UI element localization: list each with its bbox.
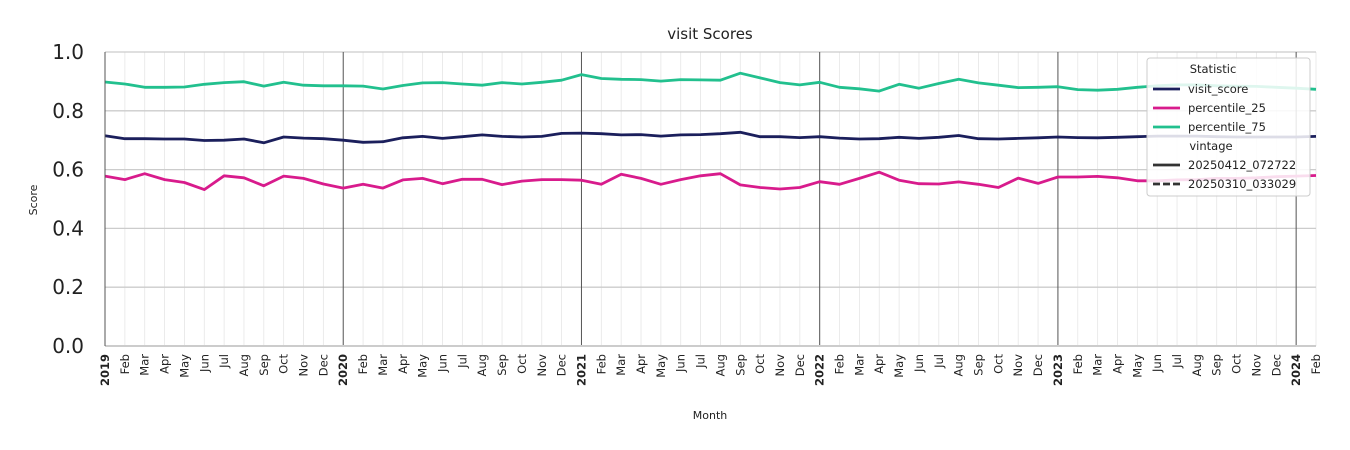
y-tick-label: 0.2 bbox=[52, 275, 84, 299]
legend-label: visit_score bbox=[1188, 82, 1248, 96]
legend-title-vintage: vintage bbox=[1189, 139, 1232, 153]
x-tick-label-month: Mar bbox=[376, 354, 390, 376]
legend-title-statistic: Statistic bbox=[1190, 62, 1237, 76]
x-tick-label-month: Feb bbox=[833, 354, 847, 374]
legend-label: percentile_75 bbox=[1188, 120, 1266, 134]
x-tick-label-year: 2021 bbox=[574, 354, 588, 386]
x-tick-label-month: May bbox=[177, 354, 191, 378]
x-tick-label-month: Oct bbox=[1230, 354, 1244, 374]
x-tick-labels: 2019 Feb Mar Apr May Jun Jul Aug Sep Oct Nov Dec 202… bbox=[98, 354, 1323, 386]
x-tick-label-month: Aug bbox=[952, 354, 966, 376]
legend-label: percentile_25 bbox=[1188, 101, 1266, 115]
y-tick-label: 0.6 bbox=[52, 158, 84, 182]
x-tick-label-month: Feb bbox=[1309, 354, 1323, 374]
x-tick-label-month: Aug bbox=[1190, 354, 1204, 376]
x-tick-label-month: Apr bbox=[158, 354, 172, 374]
x-tick-label-month: Dec bbox=[1269, 354, 1283, 376]
legend: Statistic visit_score percentile_25percen… bbox=[1146, 57, 1311, 197]
x-tick-label-month: Oct bbox=[277, 354, 291, 374]
series-line-visit_score bbox=[104, 130, 1317, 145]
y-axis-label: Score bbox=[27, 184, 40, 215]
legend-label: 20250310_033029 bbox=[1188, 177, 1296, 191]
x-tick-label-month: Nov bbox=[297, 354, 311, 377]
x-tick-label-year: 2023 bbox=[1051, 354, 1065, 386]
x-tick-label-year: 2022 bbox=[813, 354, 827, 386]
x-tick-label-month: Dec bbox=[316, 354, 330, 376]
x-tick-label-month: Dec bbox=[793, 354, 807, 376]
legend-box bbox=[1146, 57, 1311, 197]
y-tick-label: 0.8 bbox=[52, 99, 84, 123]
legend-vintage-entries: 20250412_072722 20250310_033029 bbox=[1153, 158, 1296, 191]
x-tick-label-month: Jun bbox=[1150, 354, 1164, 373]
x-tick-label-month: Sep bbox=[257, 354, 271, 376]
series-lines bbox=[104, 71, 1317, 192]
series-line-percentile_25 bbox=[104, 170, 1317, 192]
x-tick-label-month: Nov bbox=[1011, 354, 1025, 377]
x-tick-label-month: Feb bbox=[356, 354, 370, 374]
x-tick-label-month: Apr bbox=[1110, 354, 1124, 374]
x-tick-label-year: 2019 bbox=[98, 354, 112, 386]
x-tick-label-month: Mar bbox=[614, 354, 628, 376]
y-tick-label: 1.0 bbox=[52, 40, 84, 64]
x-tick-label-month: Jun bbox=[435, 354, 449, 373]
x-tick-label-month: Mar bbox=[1091, 354, 1105, 376]
x-tick-label-month: Nov bbox=[1249, 354, 1263, 377]
x-tick-label-month: Apr bbox=[634, 354, 648, 374]
x-axis-label: Month bbox=[693, 409, 728, 422]
y-tick-label: 0.4 bbox=[52, 216, 84, 240]
x-tick-label-month: Sep bbox=[733, 354, 747, 376]
x-tick-label-month: May bbox=[416, 354, 430, 378]
x-tick-label-month: Jun bbox=[912, 354, 926, 373]
x-tick-label-month: Sep bbox=[1210, 354, 1224, 376]
x-tick-label-month: Dec bbox=[555, 354, 569, 376]
x-tick-label-month: Aug bbox=[237, 354, 251, 376]
x-tick-label-year: 2020 bbox=[336, 354, 350, 386]
y-tick-labels: 0.0 0.2 0.4 0.6 0.8 1.0 bbox=[52, 40, 84, 358]
chart-title: visit Scores bbox=[667, 25, 753, 43]
series-line-percentile_75 bbox=[104, 71, 1317, 93]
x-tick-label-month: Mar bbox=[852, 354, 866, 376]
x-tick-label-month: Oct bbox=[753, 354, 767, 374]
y-tick-label: 0.0 bbox=[52, 334, 84, 358]
minor-gridlines bbox=[104, 52, 1317, 346]
x-tick-label-month: Jul bbox=[1170, 354, 1184, 369]
x-tick-label-month: Jul bbox=[694, 354, 708, 369]
x-tick-label-month: Nov bbox=[773, 354, 787, 377]
x-tick-label-month: May bbox=[654, 354, 668, 378]
x-tick-label-month: Jul bbox=[455, 354, 469, 369]
x-tick-label-month: May bbox=[892, 354, 906, 378]
x-tick-label-month: Aug bbox=[713, 354, 727, 376]
x-tick-label-month: Sep bbox=[495, 354, 509, 376]
x-tick-label-month: Apr bbox=[872, 354, 886, 374]
x-tick-label-month: Sep bbox=[972, 354, 986, 376]
x-tick-label-month: Jun bbox=[674, 354, 688, 373]
x-tick-label-month: Feb bbox=[594, 354, 608, 374]
x-tick-label-month: Jul bbox=[217, 354, 231, 369]
x-tick-label-month: Feb bbox=[1071, 354, 1085, 374]
x-tick-label-month: Aug bbox=[475, 354, 489, 376]
x-tick-label-month: Jun bbox=[197, 354, 211, 373]
x-tick-label-month: Nov bbox=[535, 354, 549, 377]
x-tick-label-month: Dec bbox=[1031, 354, 1045, 376]
legend-series-entries: visit_score percentile_25 percentile_75 bbox=[1153, 82, 1266, 134]
x-tick-label-month: Jul bbox=[932, 354, 946, 369]
x-tick-label-month: Apr bbox=[396, 354, 410, 374]
x-tick-label-month: Oct bbox=[515, 354, 529, 374]
legend-label: 20250412_072722 bbox=[1188, 158, 1296, 172]
x-tick-label-year: 2024 bbox=[1289, 354, 1303, 386]
x-tick-label-month: Oct bbox=[991, 354, 1005, 374]
x-tick-label-month: Feb bbox=[118, 354, 132, 374]
x-tick-label-month: Mar bbox=[138, 354, 152, 376]
major-gridlines bbox=[105, 51, 1316, 347]
x-tick-label-month: May bbox=[1130, 354, 1144, 378]
